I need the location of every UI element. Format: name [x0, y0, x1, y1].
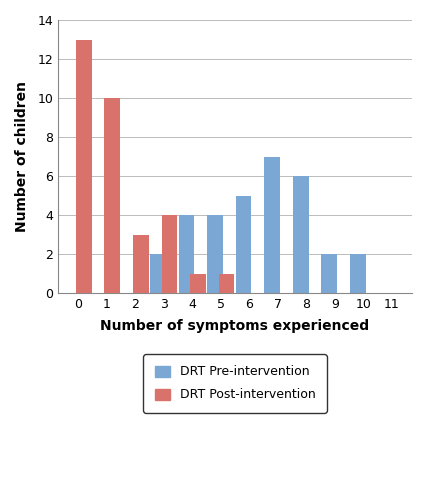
- Bar: [132, 234, 148, 293]
- Legend: DRT Pre-intervention, DRT Post-intervention: DRT Pre-intervention, DRT Post-intervent…: [143, 354, 326, 412]
- Bar: [190, 274, 205, 293]
- Bar: [218, 274, 234, 293]
- Bar: [235, 196, 251, 293]
- Bar: [76, 40, 92, 293]
- Bar: [321, 254, 336, 293]
- Bar: [178, 215, 194, 293]
- Bar: [104, 98, 120, 293]
- Bar: [292, 176, 308, 293]
- Y-axis label: Number of children: Number of children: [15, 81, 29, 232]
- Bar: [207, 215, 222, 293]
- Bar: [150, 254, 165, 293]
- Bar: [264, 156, 279, 293]
- X-axis label: Number of symptoms experienced: Number of symptoms experienced: [100, 320, 369, 334]
- Bar: [161, 215, 177, 293]
- Bar: [349, 254, 365, 293]
